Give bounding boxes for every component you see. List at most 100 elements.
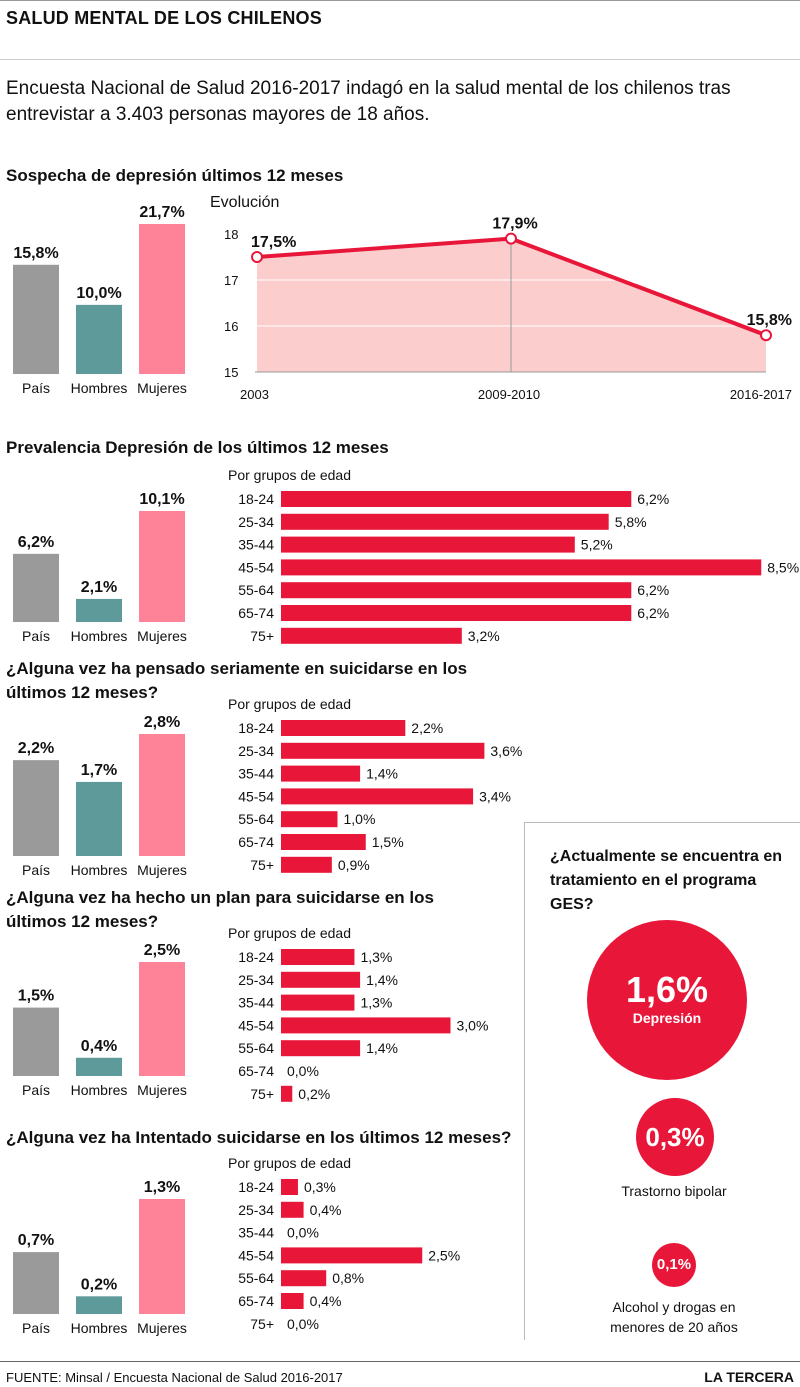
source-note: FUENTE: Minsal / Encuesta Nacional de Sa… <box>6 1370 343 1385</box>
age-label: 55-64 <box>238 582 274 598</box>
bar-hombres <box>76 1057 122 1076</box>
age-label: 55-64 <box>238 1040 274 1056</box>
age-bar <box>281 1201 304 1218</box>
age-label: 75+ <box>250 628 274 644</box>
age-label: 35-44 <box>238 766 274 782</box>
data-label: 6,2% <box>18 534 54 551</box>
age-value-label: 6,2% <box>637 491 669 507</box>
age-label: 45-54 <box>238 1017 274 1033</box>
age-group-label: Por grupos de edad <box>228 1155 351 1171</box>
ges-value-bipolar: 0,3% <box>645 1122 705 1152</box>
age-value-label: 0,4% <box>310 1202 342 1218</box>
age-label: 45-54 <box>238 788 274 804</box>
age-bar <box>281 1017 451 1034</box>
x-tick-label: 2009-2010 <box>478 387 540 402</box>
data-label: 0,7% <box>18 1232 54 1249</box>
age-label: 55-64 <box>238 811 274 827</box>
data-point <box>251 251 263 263</box>
bar-mujeres <box>139 224 185 374</box>
age-bar <box>281 582 632 599</box>
age-label: 55-64 <box>238 1270 274 1286</box>
age-value-label: 0,0% <box>287 1225 319 1241</box>
ges-top-rule <box>524 822 800 823</box>
data-point <box>760 329 772 342</box>
age-bar <box>281 536 575 553</box>
data-label: 21,7% <box>139 204 184 221</box>
ges-value-depresion: 1,6% <box>625 969 709 1010</box>
data-label: 1,7% <box>81 762 117 779</box>
age-label: 65-74 <box>238 605 274 621</box>
data-label: 10,1% <box>139 491 184 508</box>
age-label: 18-24 <box>238 720 274 736</box>
category-label: Hombres <box>71 380 128 396</box>
age-bar <box>281 856 332 873</box>
y-tick-label: 15 <box>224 365 238 380</box>
data-point <box>505 232 517 245</box>
age-value-label: 3,6% <box>490 743 522 759</box>
age-value-label: 3,4% <box>479 788 511 804</box>
category-label: Hombres <box>71 1082 128 1098</box>
evolution-label: Evolución <box>210 194 280 211</box>
category-label: País <box>22 628 50 644</box>
age-label: 75+ <box>250 857 274 873</box>
ges-label-depresion: Depresión <box>632 1010 702 1026</box>
age-label: 35-44 <box>238 995 274 1011</box>
data-label: 2,2% <box>18 740 54 757</box>
bar-país <box>13 1252 59 1314</box>
age-bar <box>281 1247 423 1264</box>
x-tick-label: 2003 <box>240 387 269 402</box>
age-label: 45-54 <box>238 1247 274 1263</box>
age-bar <box>281 742 485 759</box>
age-bar <box>281 1293 304 1309</box>
data-label: 0,4% <box>81 1038 117 1055</box>
category-label: País <box>22 1320 50 1336</box>
category-label: Mujeres <box>137 1082 187 1098</box>
age-label: 75+ <box>250 1086 274 1102</box>
age-bar <box>281 788 474 805</box>
bar-mujeres <box>139 1199 185 1314</box>
age-bar <box>281 1085 293 1102</box>
age-group-label: Por grupos de edad <box>228 467 351 483</box>
age-value-label: 2,5% <box>428 1247 460 1263</box>
age-value-label: 0,8% <box>332 1270 364 1286</box>
category-label: Mujeres <box>137 1320 187 1336</box>
age-label: 18-24 <box>238 949 274 965</box>
age-bar <box>281 811 338 828</box>
ges-value-alcohol: 0,1% <box>656 1256 692 1273</box>
age-bar <box>281 513 609 530</box>
bar-hombres <box>76 781 122 856</box>
age-bar <box>281 627 462 644</box>
age-label: 65-74 <box>238 1063 274 1079</box>
bar-país <box>13 553 59 622</box>
age-value-label: 0,0% <box>287 1316 319 1332</box>
category-label: Mujeres <box>137 862 187 878</box>
age-label: 35-44 <box>238 1225 274 1241</box>
top-rule <box>0 0 800 1</box>
age-bar <box>281 994 355 1011</box>
age-value-label: 1,3% <box>360 995 392 1011</box>
category-label: País <box>22 862 50 878</box>
age-value-label: 8,5% <box>767 559 799 575</box>
y-tick-label: 16 <box>224 319 238 334</box>
category-label: Hombres <box>71 862 128 878</box>
age-label: 35-44 <box>238 537 274 553</box>
section-title-sospecha: Sospecha de depresión últimos 12 meses <box>6 166 344 185</box>
age-value-label: 2,2% <box>411 720 443 736</box>
data-label: 15,8% <box>13 245 58 262</box>
page-title: SALUD MENTAL DE LOS CHILENOS <box>6 8 322 28</box>
age-value-label: 3,0% <box>457 1017 489 1033</box>
age-value-label: 1,0% <box>344 811 376 827</box>
ges-circle-depresion: 1,6% Depresión <box>587 920 747 1080</box>
age-bar <box>281 720 406 736</box>
category-label: Hombres <box>71 628 128 644</box>
ges-question: ¿Actualmente se encuentra en tratamiento… <box>550 848 783 913</box>
bar-país <box>13 760 59 856</box>
category-label: Mujeres <box>137 380 187 396</box>
y-tick-label: 18 <box>224 227 238 242</box>
category-label: País <box>22 1082 50 1098</box>
data-label: 2,5% <box>144 942 180 959</box>
data-label: 2,8% <box>144 714 180 731</box>
ges-label-bipolar: Trastorno bipolar <box>621 1183 727 1199</box>
age-value-label: 1,4% <box>366 1040 398 1056</box>
point-label: 17,9% <box>492 216 537 233</box>
